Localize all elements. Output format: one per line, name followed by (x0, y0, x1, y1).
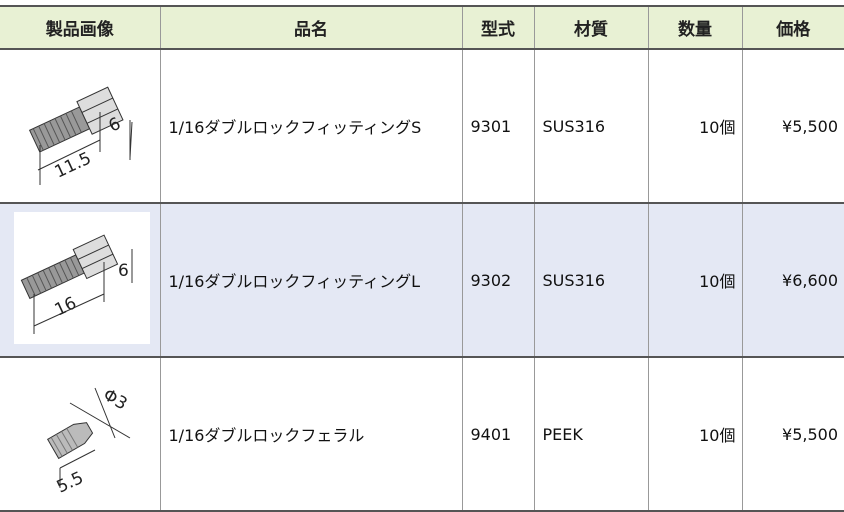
quantity-cell: 10個 (647, 203, 742, 358)
material-cell: SUS316 (533, 203, 648, 358)
model-cell: 9302 (461, 203, 534, 358)
header-cell: 価格 (741, 5, 844, 50)
header-row: 製品画像 品名 型式 材質 数量 価格 (0, 5, 844, 50)
header-cell: 材質 (533, 5, 648, 50)
header-cell: 品名 (159, 5, 462, 50)
image-cell: Φ3 5.5 (0, 357, 160, 512)
page: 製品画像 品名 型式 材質 数量 価格 11.5 6 1/16ダブルロックフィッ… (0, 5, 844, 512)
material-cell: PEEK (533, 357, 648, 512)
product-drawing: 11.5 6 (28, 86, 133, 185)
material-cell: SUS316 (533, 49, 648, 204)
product-drawing: 16 6 (14, 212, 150, 344)
header-cell: 型式 (461, 5, 534, 50)
dimension-label: 6 (118, 261, 129, 281)
header-cell: 数量 (647, 5, 742, 50)
product-table: 製品画像 品名 型式 材質 数量 価格 11.5 6 1/16ダブルロックフィッ… (0, 5, 844, 512)
image-cell: 16 6 (0, 203, 160, 358)
dimension-label: 5.5 (54, 468, 87, 498)
price-cell: ¥5,500 (741, 357, 844, 512)
name-cell: 1/16ダブルロックフェラル (159, 357, 462, 512)
product-drawing: Φ3 5.5 (46, 385, 130, 498)
name-cell: 1/16ダブルロックフィッティングS (159, 49, 462, 204)
row: Φ3 5.5 1/16ダブルロックフェラル 9401 PEEK 10個 ¥5,5… (0, 357, 844, 512)
dimension-label: 11.5 (52, 148, 95, 182)
quantity-cell: 10個 (647, 357, 742, 512)
name-cell: 1/16ダブルロックフィッティングL (159, 203, 462, 358)
row: 16 6 1/16ダブルロックフィッティングL 9302 SUS316 10個 … (0, 203, 844, 358)
quantity-cell: 10個 (647, 49, 742, 204)
model-cell: 9401 (461, 357, 534, 512)
header-cell: 製品画像 (0, 5, 160, 50)
image-cell: 11.5 6 (0, 49, 160, 204)
model-cell: 9301 (461, 49, 534, 204)
price-cell: ¥6,600 (741, 203, 844, 358)
price-cell: ¥5,500 (741, 49, 844, 204)
row: 11.5 6 1/16ダブルロックフィッティングS 9301 SUS316 10… (0, 49, 844, 204)
